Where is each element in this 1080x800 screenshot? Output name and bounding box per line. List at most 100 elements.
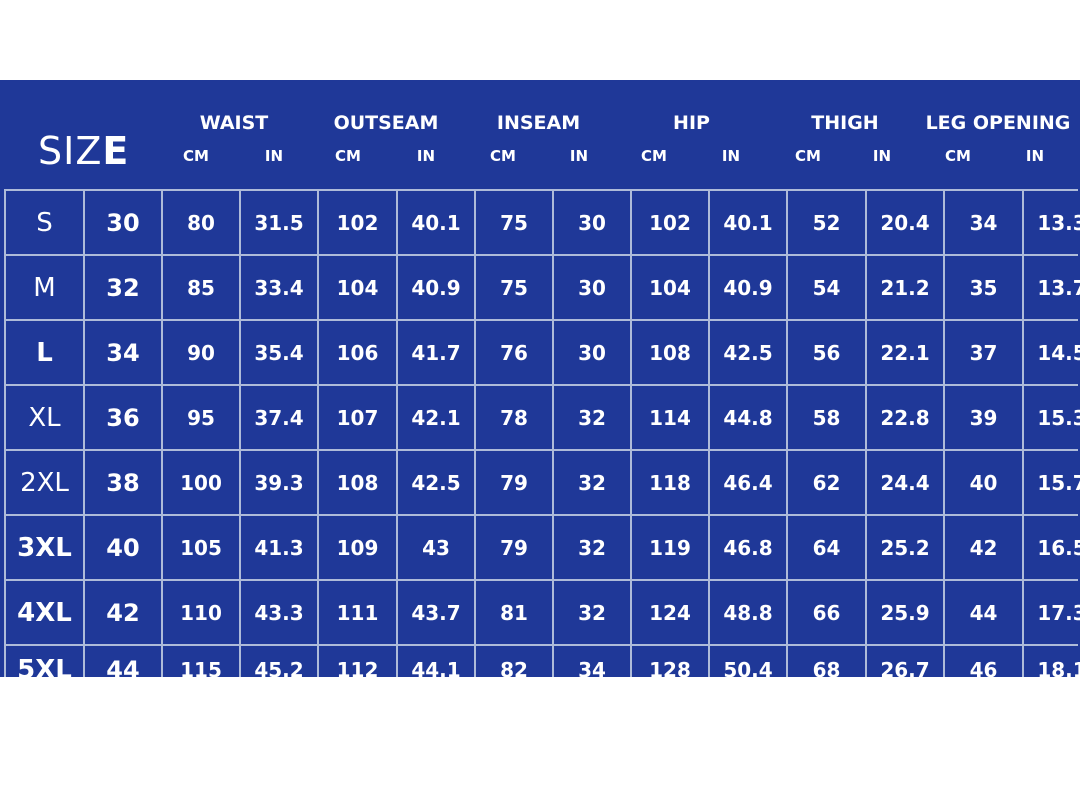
measurement-cell: 79 xyxy=(476,451,552,514)
measurement-cell: 21.2 xyxy=(867,256,943,319)
measurement-cell: 30 xyxy=(554,191,630,254)
measurement-cell: 42 xyxy=(945,516,1022,579)
measurement-cell: 104 xyxy=(319,256,396,319)
size-title-part1: SIZ xyxy=(38,129,103,173)
unit-label: CM xyxy=(335,147,361,165)
measurement-cell: 31.5 xyxy=(241,191,317,254)
size-label-cell: 4XL xyxy=(6,581,83,644)
column-group-thigh: THIGH xyxy=(811,112,879,134)
measurement-cell: 35 xyxy=(945,256,1022,319)
measurement-cell: 40.9 xyxy=(398,256,474,319)
measurement-cell: 22.1 xyxy=(867,321,943,384)
size-table: S 30 80 31.5 102 40.1 75 30 102 40.1 52 20.4 34 13.3 M… xyxy=(4,189,1080,677)
size-label-cell: M xyxy=(6,256,83,319)
measurement-cell: 78 xyxy=(476,386,552,449)
measurement-cell: 16.5 xyxy=(1024,516,1080,579)
size-number-cell: 42 xyxy=(85,581,161,644)
measurement-cell: 81 xyxy=(476,581,552,644)
measurement-cell: 42.1 xyxy=(398,386,474,449)
size-label-cell: 3XL xyxy=(6,516,83,579)
size-number-cell: 34 xyxy=(85,321,161,384)
measurement-cell: 75 xyxy=(476,191,552,254)
size-label-cell: XL xyxy=(6,386,83,449)
unit-label: CM xyxy=(490,147,516,165)
measurement-cell: 52 xyxy=(788,191,865,254)
size-title: SIZE xyxy=(38,132,129,170)
measurement-cell: 30 xyxy=(554,256,630,319)
measurement-cell: 41.7 xyxy=(398,321,474,384)
measurement-cell: 100 xyxy=(163,451,239,514)
measurement-cell: 43 xyxy=(398,516,474,579)
measurement-cell: 18.1 xyxy=(1024,646,1080,677)
measurement-cell: 118 xyxy=(632,451,708,514)
measurement-cell: 32 xyxy=(554,386,630,449)
measurement-cell: 80 xyxy=(163,191,239,254)
measurement-cell: 40.9 xyxy=(710,256,786,319)
measurement-cell: 46.4 xyxy=(710,451,786,514)
measurement-cell: 40 xyxy=(945,451,1022,514)
unit-label: IN xyxy=(264,147,284,165)
measurement-cell: 68 xyxy=(788,646,865,677)
measurement-cell: 76 xyxy=(476,321,552,384)
measurement-cell: 110 xyxy=(163,581,239,644)
measurement-cell: 111 xyxy=(319,581,396,644)
measurement-cell: 44.8 xyxy=(710,386,786,449)
measurement-cell: 39 xyxy=(945,386,1022,449)
column-group-waist: WAIST xyxy=(199,112,269,134)
measurement-cell: 128 xyxy=(632,646,708,677)
measurement-cell: 124 xyxy=(632,581,708,644)
measurement-cell: 34 xyxy=(554,646,630,677)
size-label-cell: L xyxy=(6,321,83,384)
measurement-cell: 106 xyxy=(319,321,396,384)
measurement-cell: 42.5 xyxy=(710,321,786,384)
size-number-cell: 36 xyxy=(85,386,161,449)
measurement-cell: 22.8 xyxy=(867,386,943,449)
measurement-cell: 39.3 xyxy=(241,451,317,514)
size-title-part2: E xyxy=(102,129,130,173)
measurement-cell: 105 xyxy=(163,516,239,579)
measurement-cell: 90 xyxy=(163,321,239,384)
measurement-cell: 20.4 xyxy=(867,191,943,254)
measurement-cell: 79 xyxy=(476,516,552,579)
measurement-cell: 44 xyxy=(945,581,1022,644)
unit-label: IN xyxy=(872,147,892,165)
size-label-cell: 2XL xyxy=(6,451,83,514)
measurement-cell: 50.4 xyxy=(710,646,786,677)
measurement-cell: 32 xyxy=(554,516,630,579)
measurement-cell: 13.3 xyxy=(1024,191,1080,254)
unit-label: IN xyxy=(721,147,741,165)
measurement-cell: 42.5 xyxy=(398,451,474,514)
measurement-cell: 26.7 xyxy=(867,646,943,677)
unit-label: CM xyxy=(183,147,209,165)
measurement-cell: 25.9 xyxy=(867,581,943,644)
column-group-inseam: INSEAM xyxy=(496,112,581,134)
measurement-cell: 102 xyxy=(319,191,396,254)
measurement-cell: 45.2 xyxy=(241,646,317,677)
measurement-cell: 15.7 xyxy=(1024,451,1080,514)
measurement-cell: 66 xyxy=(788,581,865,644)
measurement-cell: 40.1 xyxy=(710,191,786,254)
measurement-cell: 24.4 xyxy=(867,451,943,514)
column-group-hip: HIP xyxy=(673,112,710,134)
unit-label: IN xyxy=(1025,147,1045,165)
measurement-cell: 108 xyxy=(319,451,396,514)
measurement-cell: 43.3 xyxy=(241,581,317,644)
measurement-cell: 15.3 xyxy=(1024,386,1080,449)
unit-label: IN xyxy=(416,147,436,165)
measurement-cell: 40.1 xyxy=(398,191,474,254)
measurement-cell: 13.7 xyxy=(1024,256,1080,319)
measurement-cell: 107 xyxy=(319,386,396,449)
measurement-cell: 58 xyxy=(788,386,865,449)
measurement-cell: 43.7 xyxy=(398,581,474,644)
measurement-cell: 112 xyxy=(319,646,396,677)
size-chart: SIZE WAIST OUTSEAM INSEAM HIP THIGH LEG … xyxy=(0,80,1080,677)
measurement-cell: 33.4 xyxy=(241,256,317,319)
measurement-cell: 17.3 xyxy=(1024,581,1080,644)
measurement-cell: 56 xyxy=(788,321,865,384)
size-number-cell: 30 xyxy=(85,191,161,254)
column-group-leg-opening: LEG OPENING xyxy=(925,112,1071,134)
column-group-outseam: OUTSEAM xyxy=(333,112,439,134)
unit-label: CM xyxy=(795,147,821,165)
measurement-cell: 95 xyxy=(163,386,239,449)
measurement-cell: 35.4 xyxy=(241,321,317,384)
